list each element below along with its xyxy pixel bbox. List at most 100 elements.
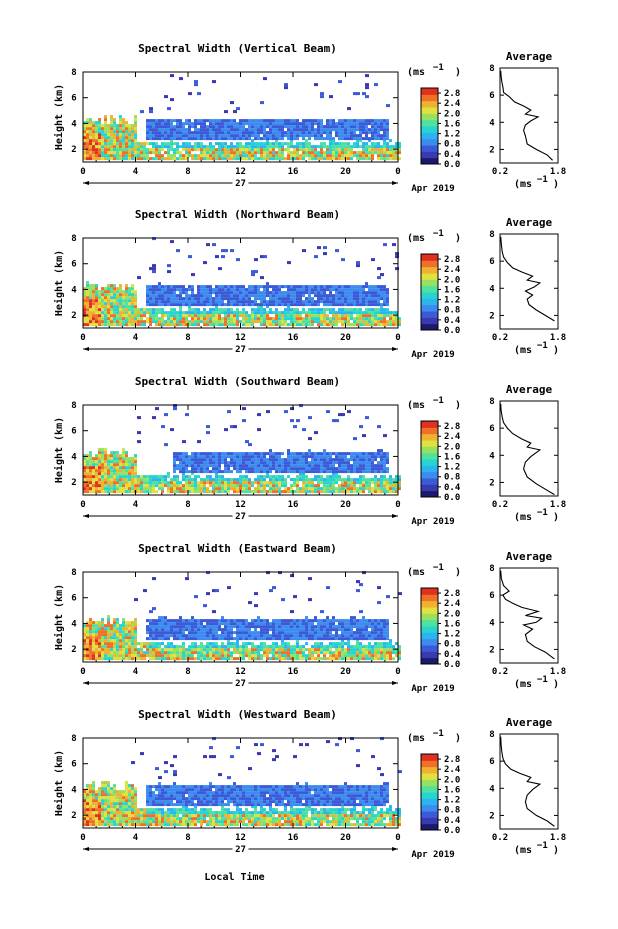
heatmap-cell — [380, 128, 383, 132]
heatmap-cell — [323, 314, 326, 318]
avg-y-tick-label: 6 — [489, 91, 494, 101]
heatmap-cell — [314, 145, 317, 149]
heatmap-cell — [170, 128, 173, 132]
heatmap-cell — [173, 637, 176, 641]
heatmap-cell — [248, 455, 251, 459]
heatmap-cell — [317, 303, 320, 307]
heatmap-cell — [230, 142, 233, 146]
heatmap-cell — [356, 458, 359, 462]
heatmap-cell — [320, 470, 323, 474]
heatmap-cell — [353, 294, 356, 298]
heatmap-cell — [257, 148, 260, 152]
heatmap-cell — [200, 311, 203, 315]
heatmap-cell — [209, 642, 212, 646]
heatmap-cell — [365, 154, 368, 158]
heatmap-cell — [215, 288, 218, 292]
heatmap-cell — [239, 285, 242, 289]
heatmap-cell — [356, 128, 359, 132]
heatmap-cell — [161, 648, 164, 652]
heatmap-cell — [101, 451, 104, 455]
heatmap-cell — [212, 490, 215, 494]
heatmap-cell — [311, 452, 314, 456]
heatmap-cell — [173, 142, 176, 146]
heatmap-cell — [335, 467, 338, 471]
heatmap-cell — [254, 604, 258, 608]
heatmap-cell — [386, 300, 389, 304]
heatmap-cell — [188, 308, 191, 312]
heatmap-cell — [374, 148, 377, 152]
heatmap-cell — [281, 475, 284, 479]
heatmap-cell — [98, 148, 101, 152]
colorbar-swatch — [421, 100, 438, 108]
heatmap-cell — [200, 619, 203, 623]
heatmap-cell — [317, 300, 320, 304]
heatmap-cell — [320, 464, 323, 468]
heatmap-cell — [263, 154, 266, 158]
heatmap-cell — [215, 311, 218, 315]
heatmap-cell — [251, 637, 254, 641]
heatmap-cell — [263, 308, 266, 312]
colorbar-swatch — [421, 323, 438, 331]
heatmap-cell — [245, 300, 248, 304]
heatmap-cell — [98, 624, 101, 628]
heatmap-cell — [290, 464, 293, 468]
heatmap-cell — [311, 288, 314, 292]
heatmap-cell — [239, 154, 242, 158]
heatmap-cell — [116, 305, 119, 309]
heatmap-cell — [305, 151, 308, 155]
heatmap-cell — [287, 470, 290, 474]
heatmap-cell — [182, 651, 185, 655]
heatmap-cell — [200, 458, 203, 462]
heatmap-cell — [287, 145, 290, 149]
heatmap-cell — [347, 452, 350, 456]
heatmap-cell — [359, 467, 362, 471]
heatmap-cell — [272, 464, 275, 468]
heatmap-cell — [221, 285, 224, 289]
heatmap-cell — [86, 630, 89, 634]
heatmap-cell — [98, 124, 101, 128]
heatmap-cell — [185, 487, 188, 491]
heatmap-cell — [386, 137, 389, 141]
heatmap-cell — [236, 311, 239, 315]
heatmap-cell — [134, 460, 137, 464]
heatmap-cell — [344, 470, 347, 474]
heatmap-cell — [104, 630, 107, 634]
heatmap-cell — [344, 487, 347, 491]
heatmap-cell — [287, 308, 290, 312]
heatmap-cell — [212, 148, 215, 152]
heatmap-cell — [242, 419, 246, 423]
heatmap-cell — [230, 455, 233, 459]
heatmap-cell — [86, 633, 89, 637]
heatmap-cell — [125, 460, 128, 464]
heatmap-cell — [386, 314, 389, 318]
heatmap-cell — [146, 478, 149, 482]
heatmap-cell — [377, 291, 380, 295]
heatmap-cell — [287, 134, 290, 138]
heatmap-cell — [371, 458, 374, 462]
heatmap-cell — [194, 145, 197, 149]
heatmap-cell — [260, 157, 263, 161]
heatmap-cell — [296, 317, 299, 321]
heatmap-cell — [158, 487, 161, 491]
heatmap-cell — [395, 475, 398, 479]
heatmap-cell — [134, 645, 137, 649]
heatmap-cell — [344, 314, 347, 318]
heatmap-cell — [107, 305, 110, 309]
heatmap-cell — [239, 119, 242, 123]
heatmap-cell — [176, 314, 179, 318]
heatmap-cell — [230, 320, 233, 324]
heatmap-cell — [356, 317, 359, 321]
heatmap-cell — [260, 128, 263, 132]
heatmap-cell — [371, 470, 374, 474]
heatmap-cell — [83, 654, 86, 658]
heatmap-cell — [182, 619, 185, 623]
heatmap-cell — [338, 157, 341, 161]
heatmap-cell — [266, 410, 270, 414]
heatmap-cell — [251, 452, 254, 456]
heatmap-cell — [134, 651, 137, 655]
heatmap-cell — [185, 148, 188, 152]
heatmap-cell — [326, 452, 329, 456]
heatmap-cell — [365, 323, 368, 327]
heatmap-cell — [344, 131, 347, 135]
heatmap-cell — [341, 137, 344, 141]
